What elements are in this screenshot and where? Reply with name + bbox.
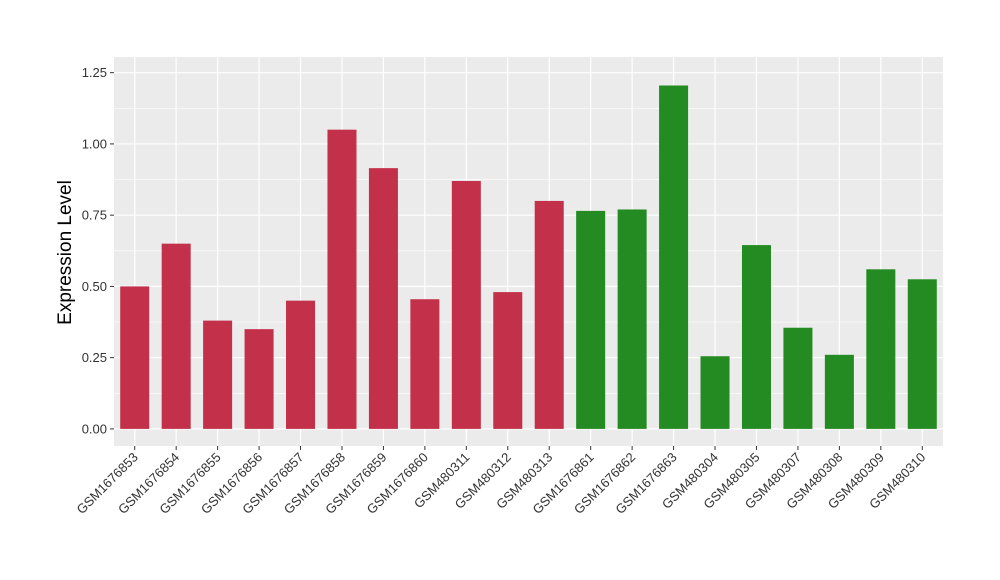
y-tick-label: 0.00 [82,421,107,436]
bar-GSM1676856 [244,329,274,429]
y-tick-label: 0.25 [82,350,107,365]
plot-panel [114,57,943,446]
y-tick-label: 0.75 [82,208,107,223]
x-axis: GSM1676853GSM1676854GSM1676855GSM1676856… [74,446,928,517]
bar-GSM1676855 [203,320,233,429]
y-tick-label: 0.50 [82,279,107,294]
bar-GSM480311 [451,180,481,429]
bar-GSM480304 [700,356,730,429]
bar-GSM1676863 [659,85,689,429]
bar-GSM480312 [493,292,523,429]
y-axis-title: Expression Level [55,180,76,325]
bar-GSM1676861 [576,210,606,429]
bar-GSM1676859 [368,168,398,429]
bar-GSM1676862 [617,209,647,429]
bar-series [120,85,937,429]
y-tick-label: 1.00 [82,136,107,151]
bar-GSM1676857 [286,300,316,429]
bar-GSM1676860 [410,299,440,429]
bar-GSM1676853 [120,286,150,429]
bar-GSM480305 [741,245,771,429]
bar-GSM480308 [824,354,854,429]
bar-GSM480310 [907,279,937,429]
bar-GSM480307 [783,327,813,429]
bar-GSM480313 [534,200,564,429]
y-axis: 0.00 0.25 0.50 0.75 1.00 1.25 [82,65,114,436]
y-tick-label: 1.25 [82,65,107,80]
bar-GSM480309 [866,269,896,429]
bar-GSM1676854 [161,243,191,429]
bar-GSM1676858 [327,129,357,429]
